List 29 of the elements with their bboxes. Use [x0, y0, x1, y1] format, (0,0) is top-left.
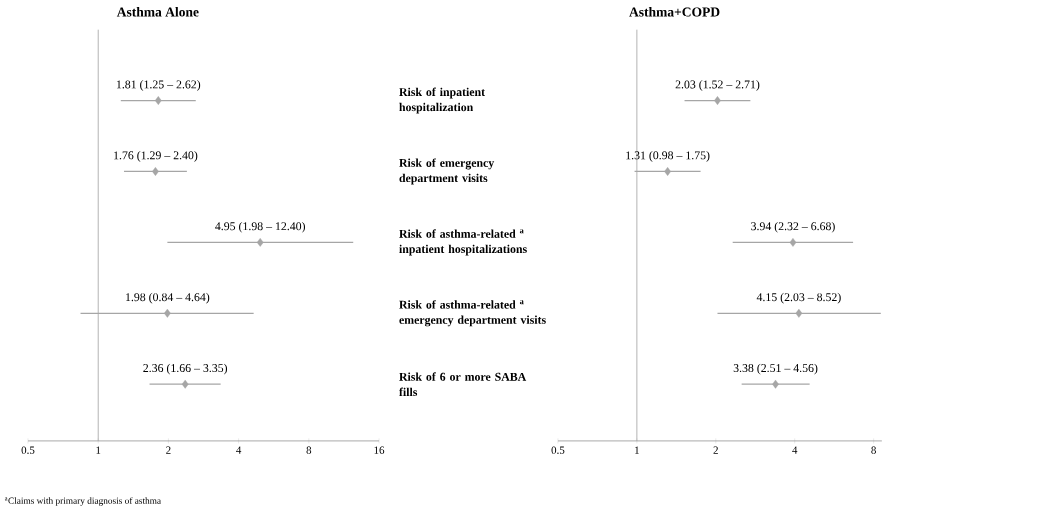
data-label: 3.94 (2.32 – 6.68) — [751, 221, 835, 233]
chart-title: Asthma Alone — [116, 6, 199, 17]
data-label: 1.76 (1.29 – 2.40) — [114, 150, 198, 162]
data-label: 1.98 (0.84 – 4.64) — [126, 292, 210, 304]
x-tick-label: 16 — [374, 446, 385, 454]
x-tick-label: 2 — [166, 446, 171, 454]
text: $^{a}$Claims with primary diagnosis of asthma — [4, 497, 161, 506]
data-label: 4.15 (2.03 – 8.52) — [756, 292, 841, 304]
data-label: 4.95 (1.98 – 12.40) — [215, 221, 306, 233]
y-tick-label: Risk of 6 or more SABA fills — [399, 372, 527, 396]
x-tick-label: 0.5 — [551, 446, 565, 454]
y-tick-label: Risk of inpatient hospitalization — [399, 87, 485, 114]
data-label: 1.31 (0.98 – 1.75) — [626, 150, 710, 162]
category-label: Risk of asthma-related $^{a}$ inpatient hospitalizations — [399, 229, 527, 256]
data-label: 3.38 (2.51 – 4.56) — [733, 363, 818, 375]
data-label: 2.03 (1.52 – 2.71) — [675, 80, 760, 91]
x-tick-label: 1 — [635, 446, 639, 454]
x-tick-label: 4 — [236, 446, 242, 454]
x-tick-label: 8 — [871, 446, 876, 454]
x-tick-label: 8 — [306, 446, 312, 454]
x-tick-label: 1 — [96, 446, 101, 454]
data-label: 2.36 (1.66 – 3.35) — [143, 363, 228, 375]
x-tick-label: 2 — [713, 446, 718, 454]
x-tick-label: 4 — [792, 446, 798, 454]
x-tick-label: 0.5 — [21, 446, 35, 454]
chart-title: Asthma+COPD — [629, 6, 720, 17]
category-label: Risk of asthma-related $^{a}$ emergency department visits — [399, 300, 546, 327]
data-label: 1.81 (1.25 – 2.62) — [116, 80, 201, 91]
y-tick-label: Risk of emergency department visits — [399, 158, 495, 185]
